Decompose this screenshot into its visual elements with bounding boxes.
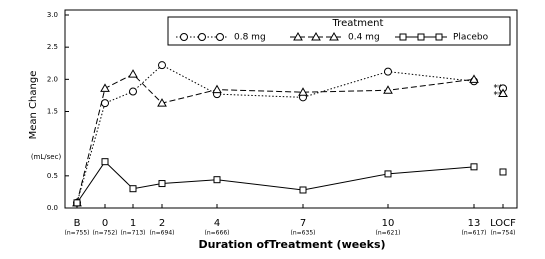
x-sublabel: (n=666)	[205, 230, 230, 237]
annotation: **	[494, 91, 504, 101]
marker	[498, 88, 508, 97]
y-tick-label: 3.0	[47, 11, 58, 19]
legend-marker	[435, 33, 443, 41]
legend-label: 0.8 mg	[234, 33, 266, 43]
marker	[299, 186, 307, 194]
annotation: **	[494, 84, 504, 94]
y-tick-label: 0.0	[47, 204, 58, 212]
marker	[101, 99, 109, 108]
legend-marker	[399, 33, 407, 41]
y-tick-label: 1.5	[47, 108, 58, 116]
x-sublabel: (n=621)	[376, 230, 401, 237]
marker	[158, 61, 166, 70]
legend-marker	[216, 33, 224, 41]
marker	[298, 87, 308, 96]
x-tick-label: 2	[159, 218, 165, 229]
y-unit: (mL/sec)	[31, 153, 62, 161]
legend-marker	[293, 31, 303, 41]
legend-marker	[417, 33, 425, 41]
legend-marker	[180, 33, 188, 41]
marker	[158, 180, 166, 188]
plot-frame	[64, 9, 518, 209]
marker	[470, 163, 478, 171]
marker	[129, 87, 137, 96]
marker	[384, 170, 392, 178]
marker	[73, 199, 81, 207]
legend-box	[167, 16, 511, 46]
x-tick-label: 7	[300, 218, 306, 229]
x-tick-label: B	[74, 218, 81, 229]
y-tick-label: 0.5	[47, 172, 58, 180]
legend-label: Placebo	[453, 33, 489, 43]
legend-marker	[198, 33, 206, 41]
series-line	[76, 160, 475, 204]
marker	[212, 84, 222, 94]
series-line	[76, 73, 475, 203]
x-tick-label: 1	[130, 218, 136, 229]
y-tick-label: 2.0	[47, 75, 58, 83]
legend-label: 0.4 mg	[348, 33, 380, 43]
y-axis-title: Mean Change	[28, 71, 39, 140]
series-line	[76, 64, 475, 203]
marker	[128, 69, 138, 78]
x-axis-title: Duration ofTreatment (weeks)	[198, 238, 385, 251]
x-sublabel: (n=755)	[65, 230, 90, 237]
x-tick-label: 13	[468, 218, 481, 229]
marker	[101, 158, 109, 166]
marker	[100, 83, 110, 92]
x-sublabel: (n=752)	[93, 230, 118, 237]
x-sublabel: (n=694)	[150, 230, 175, 237]
marker	[499, 168, 507, 176]
x-sublabel: (n=617)	[462, 230, 487, 237]
marker	[469, 74, 479, 83]
x-tick-label: 4	[214, 218, 220, 229]
x-tick-label: 0	[102, 218, 108, 229]
x-sublabel: (n=713)	[121, 230, 146, 237]
x-tick-label: 10	[382, 218, 395, 229]
marker	[213, 176, 221, 184]
legend-marker	[329, 31, 339, 41]
x-sublabel: (n=635)	[291, 230, 316, 237]
legend-title: Treatment	[332, 18, 384, 29]
x-tick-label: LOCF	[490, 218, 516, 229]
marker	[384, 67, 392, 76]
marker	[129, 185, 137, 193]
legend-marker	[311, 31, 321, 41]
x-sublabel: (n=754)	[491, 230, 516, 237]
y-tick-label: 2.5	[47, 43, 58, 51]
marker	[157, 98, 167, 107]
marker	[383, 85, 393, 94]
